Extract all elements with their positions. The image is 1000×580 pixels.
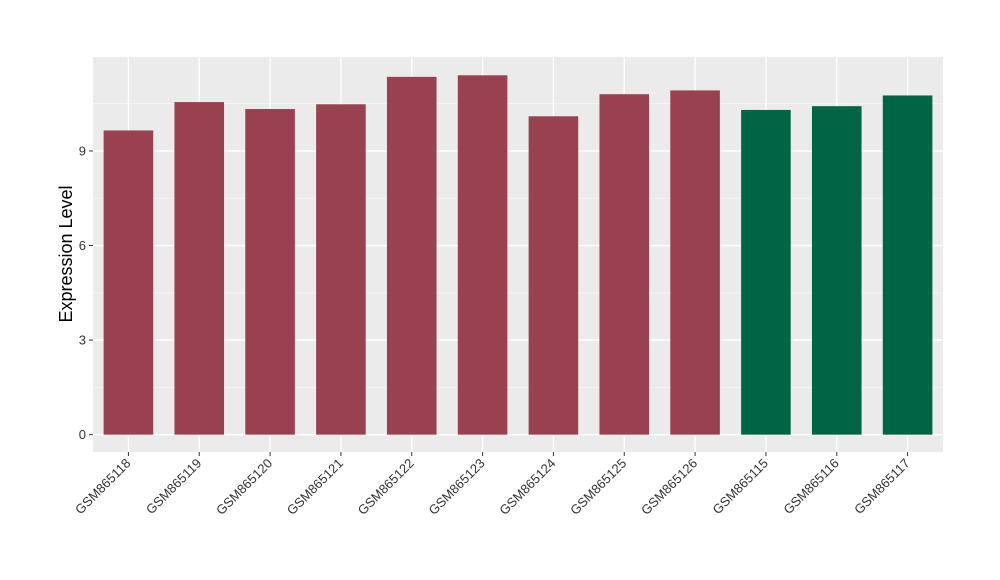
bar bbox=[599, 94, 650, 435]
x-axis-ticks: GSM865118 GSM865119 GSM865120 GSM865121 GSM8… bbox=[72, 452, 913, 518]
bar bbox=[103, 130, 154, 435]
minor-gridlines bbox=[93, 103, 943, 388]
x-tick-label: GSM865115 bbox=[709, 456, 771, 518]
plot-panel bbox=[93, 57, 943, 452]
y-tick-label: 6 bbox=[79, 238, 86, 253]
x-tick-label: GSM865116 bbox=[780, 456, 842, 518]
bar bbox=[386, 76, 437, 435]
bar bbox=[245, 109, 295, 435]
bar bbox=[670, 90, 720, 435]
bar bbox=[316, 104, 366, 435]
y-tick-label: 3 bbox=[79, 333, 86, 348]
bars bbox=[103, 75, 933, 435]
x-tick-label: GSM865124 bbox=[496, 456, 558, 518]
y-tick-label: 0 bbox=[79, 427, 86, 442]
bar bbox=[174, 102, 225, 435]
x-tick-label: GSM865126 bbox=[638, 456, 700, 518]
x-tick-label: GSM865122 bbox=[355, 456, 417, 518]
bar bbox=[457, 75, 508, 435]
y-axis-title: Expression Level bbox=[56, 185, 76, 322]
x-tick-label: GSM865123 bbox=[425, 456, 487, 518]
x-tick-label: GSM865119 bbox=[143, 456, 205, 518]
x-tick-label: GSM865118 bbox=[72, 456, 134, 518]
bar bbox=[741, 109, 791, 435]
y-tick-label: 9 bbox=[79, 143, 86, 158]
x-tick-label: GSM865121 bbox=[284, 456, 346, 518]
y-axis-ticks: 0 3 6 9 bbox=[79, 143, 93, 442]
bar bbox=[882, 95, 933, 435]
bar bbox=[811, 106, 862, 435]
x-tick-label: GSM865125 bbox=[567, 456, 629, 518]
x-tick-label: GSM865120 bbox=[213, 456, 275, 518]
bar bbox=[528, 116, 579, 435]
x-tick-label: GSM865117 bbox=[851, 456, 913, 518]
